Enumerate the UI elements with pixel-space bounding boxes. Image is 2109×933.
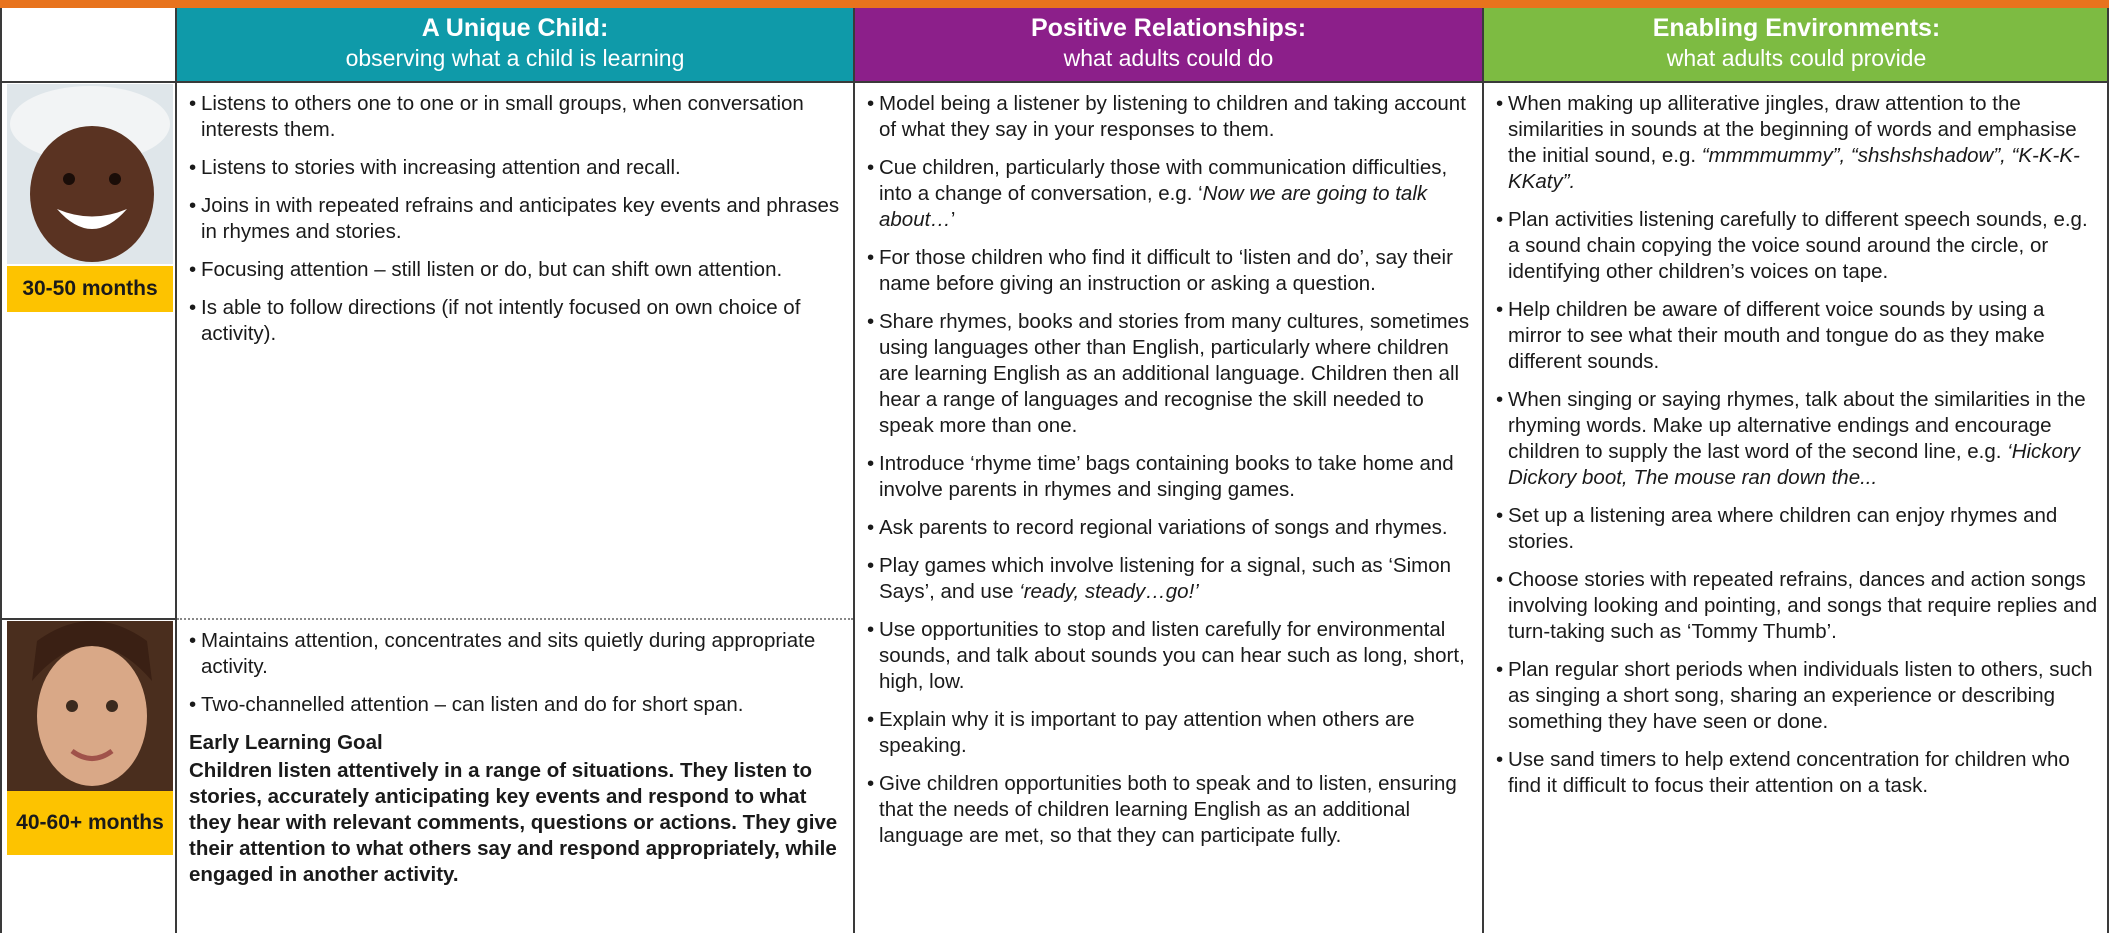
item-text: Set up a listening area where children c… (1508, 504, 2058, 553)
child-photo (7, 84, 173, 264)
bullet-item: Is able to follow directions (if not int… (189, 295, 849, 347)
cell: Model being a listener by listening to c… (867, 91, 1475, 861)
item-text: Choose stories with repeated refrains, d… (1508, 568, 2098, 643)
bullet-item: Plan activities listening carefully to d… (1496, 207, 2100, 285)
bullet-item: Joins in with repeated refrains and anti… (189, 193, 849, 245)
column-subtitle: what adults could do (1063, 45, 1274, 71)
item-text: Plan regular short periods when individu… (1508, 658, 2093, 733)
bullet-list: Maintains attention, concentrates and si… (189, 628, 849, 718)
item-text: For those children who find it difficult… (879, 246, 1453, 295)
bullet-item: Explain why it is important to pay atten… (867, 707, 1475, 759)
bullet-item: When making up alliterative jingles, dra… (1496, 91, 2100, 195)
item-text: Introduce ‘rhyme time’ bags containing b… (879, 452, 1454, 501)
item-text: Focusing attention – still listen or do,… (201, 258, 783, 281)
bullet-item: Use opportunities to stop and listen car… (867, 617, 1475, 695)
item-text: Listens to stories with increasing atten… (201, 156, 681, 179)
bullet-item: Listens to others one to one or in small… (189, 91, 849, 143)
item-text: Cue children, particularly those with co… (879, 156, 1448, 205)
bullet-item: Set up a listening area where children c… (1496, 503, 2100, 555)
goal-heading: Early Learning Goal (189, 731, 383, 754)
bullet-item: Introduce ‘rhyme time’ bags containing b… (867, 451, 1475, 503)
bullet-item: Use sand timers to help extend concentra… (1496, 747, 2100, 799)
item-text: Model being a listener by listening to c… (879, 92, 1466, 141)
bullet-item: Plan regular short periods when individu… (1496, 657, 2100, 735)
column-header: Enabling Environments: what adults could… (1484, 8, 2109, 81)
item-text: Use opportunities to stop and listen car… (879, 618, 1465, 693)
border (853, 8, 855, 933)
bullet-list: Listens to others one to one or in small… (189, 91, 849, 347)
item-text: Is able to follow directions (if not int… (201, 296, 801, 345)
age-label: 40-60+ months (7, 791, 173, 855)
item-text: Use sand timers to help extend concentra… (1508, 748, 2070, 797)
column-title: Enabling Environments: (1652, 14, 1941, 42)
item-text: Plan activities listening carefully to d… (1508, 208, 2088, 283)
border (1482, 8, 1484, 933)
italic-text: Now we are going to talk about… (879, 182, 1428, 231)
border (0, 81, 2109, 83)
goal-text: Children listen attentively in a range o… (189, 759, 838, 886)
item-text: When making up alliterative jingles, dra… (1508, 92, 2077, 167)
bullet-item: Give children opportunities both to spea… (867, 771, 1475, 849)
bullet-item: For those children who find it difficult… (867, 245, 1475, 297)
item-text: Ask parents to record regional variation… (879, 516, 1448, 539)
cell: When making up alliterative jingles, dra… (1496, 91, 2100, 811)
bullet-item: Ask parents to record regional variation… (867, 515, 1475, 541)
bullet-item: Focusing attention – still listen or do,… (189, 257, 849, 283)
item-text: Help children be aware of different voic… (1508, 298, 2045, 373)
bullet-item: Cue children, particularly those with co… (867, 155, 1475, 233)
child-photo (7, 621, 173, 791)
item-text: Give children opportunities both to spea… (879, 772, 1457, 847)
item-text: Joins in with repeated refrains and anti… (201, 194, 840, 243)
bullet-list: Model being a listener by listening to c… (867, 91, 1475, 849)
bullet-item: Help children be aware of different voic… (1496, 297, 2100, 375)
bullet-list: When making up alliterative jingles, dra… (1496, 91, 2100, 799)
italic-text: ‘Hickory Dickory boot, The mouse ran dow… (1508, 440, 2081, 489)
cell: Maintains attention, concentrates and si… (189, 628, 849, 888)
border (0, 8, 2, 933)
bullet-item: Share rhymes, books and stories from man… (867, 309, 1475, 439)
italic-text: “mmmmummy”, “shshshshadow”, “K-K-K-KKaty… (1508, 144, 2080, 193)
item-text: Share rhymes, books and stories from man… (879, 310, 1470, 437)
row-divider (177, 618, 853, 620)
item-text: ’ (950, 208, 956, 231)
column-title: Positive Relationships: (1030, 14, 1307, 42)
bullet-item: Maintains attention, concentrates and si… (189, 628, 849, 680)
italic-text: ‘ready, steady…go!’ (1019, 580, 1199, 603)
bullet-item: Choose stories with repeated refrains, d… (1496, 567, 2100, 645)
item-text: Two-channelled attention – can listen an… (201, 693, 744, 716)
row-divider (0, 618, 175, 620)
item-text: Play games which involve listening for a… (879, 554, 1451, 603)
item-text: Listens to others one to one or in small… (201, 92, 804, 141)
age-label: 30-50 months (7, 266, 173, 312)
column-subtitle: what adults could provide (1666, 45, 1927, 71)
item-text: When singing or saying rhymes, talk abou… (1508, 388, 2086, 463)
bullet-item: Two-channelled attention – can listen an… (189, 692, 849, 718)
item-text: Explain why it is important to pay atten… (879, 708, 1415, 757)
top-bar (0, 0, 2109, 8)
border (175, 8, 177, 933)
column-header: A Unique Child: observing what a child i… (177, 8, 853, 81)
photo-placeholder (7, 621, 173, 791)
bullet-item: Listens to stories with increasing atten… (189, 155, 849, 181)
border (2107, 8, 2109, 933)
photo-placeholder (7, 84, 173, 264)
column-header: Positive Relationships: what adults coul… (855, 8, 1482, 81)
item-text: Maintains attention, concentrates and si… (201, 629, 816, 678)
bullet-item: Model being a listener by listening to c… (867, 91, 1475, 143)
bullet-item: When singing or saying rhymes, talk abou… (1496, 387, 2100, 491)
bullet-item: Play games which involve listening for a… (867, 553, 1475, 605)
column-title: A Unique Child: (421, 14, 609, 42)
cell: Listens to others one to one or in small… (189, 91, 849, 359)
column-subtitle: observing what a child is learning (345, 45, 685, 71)
